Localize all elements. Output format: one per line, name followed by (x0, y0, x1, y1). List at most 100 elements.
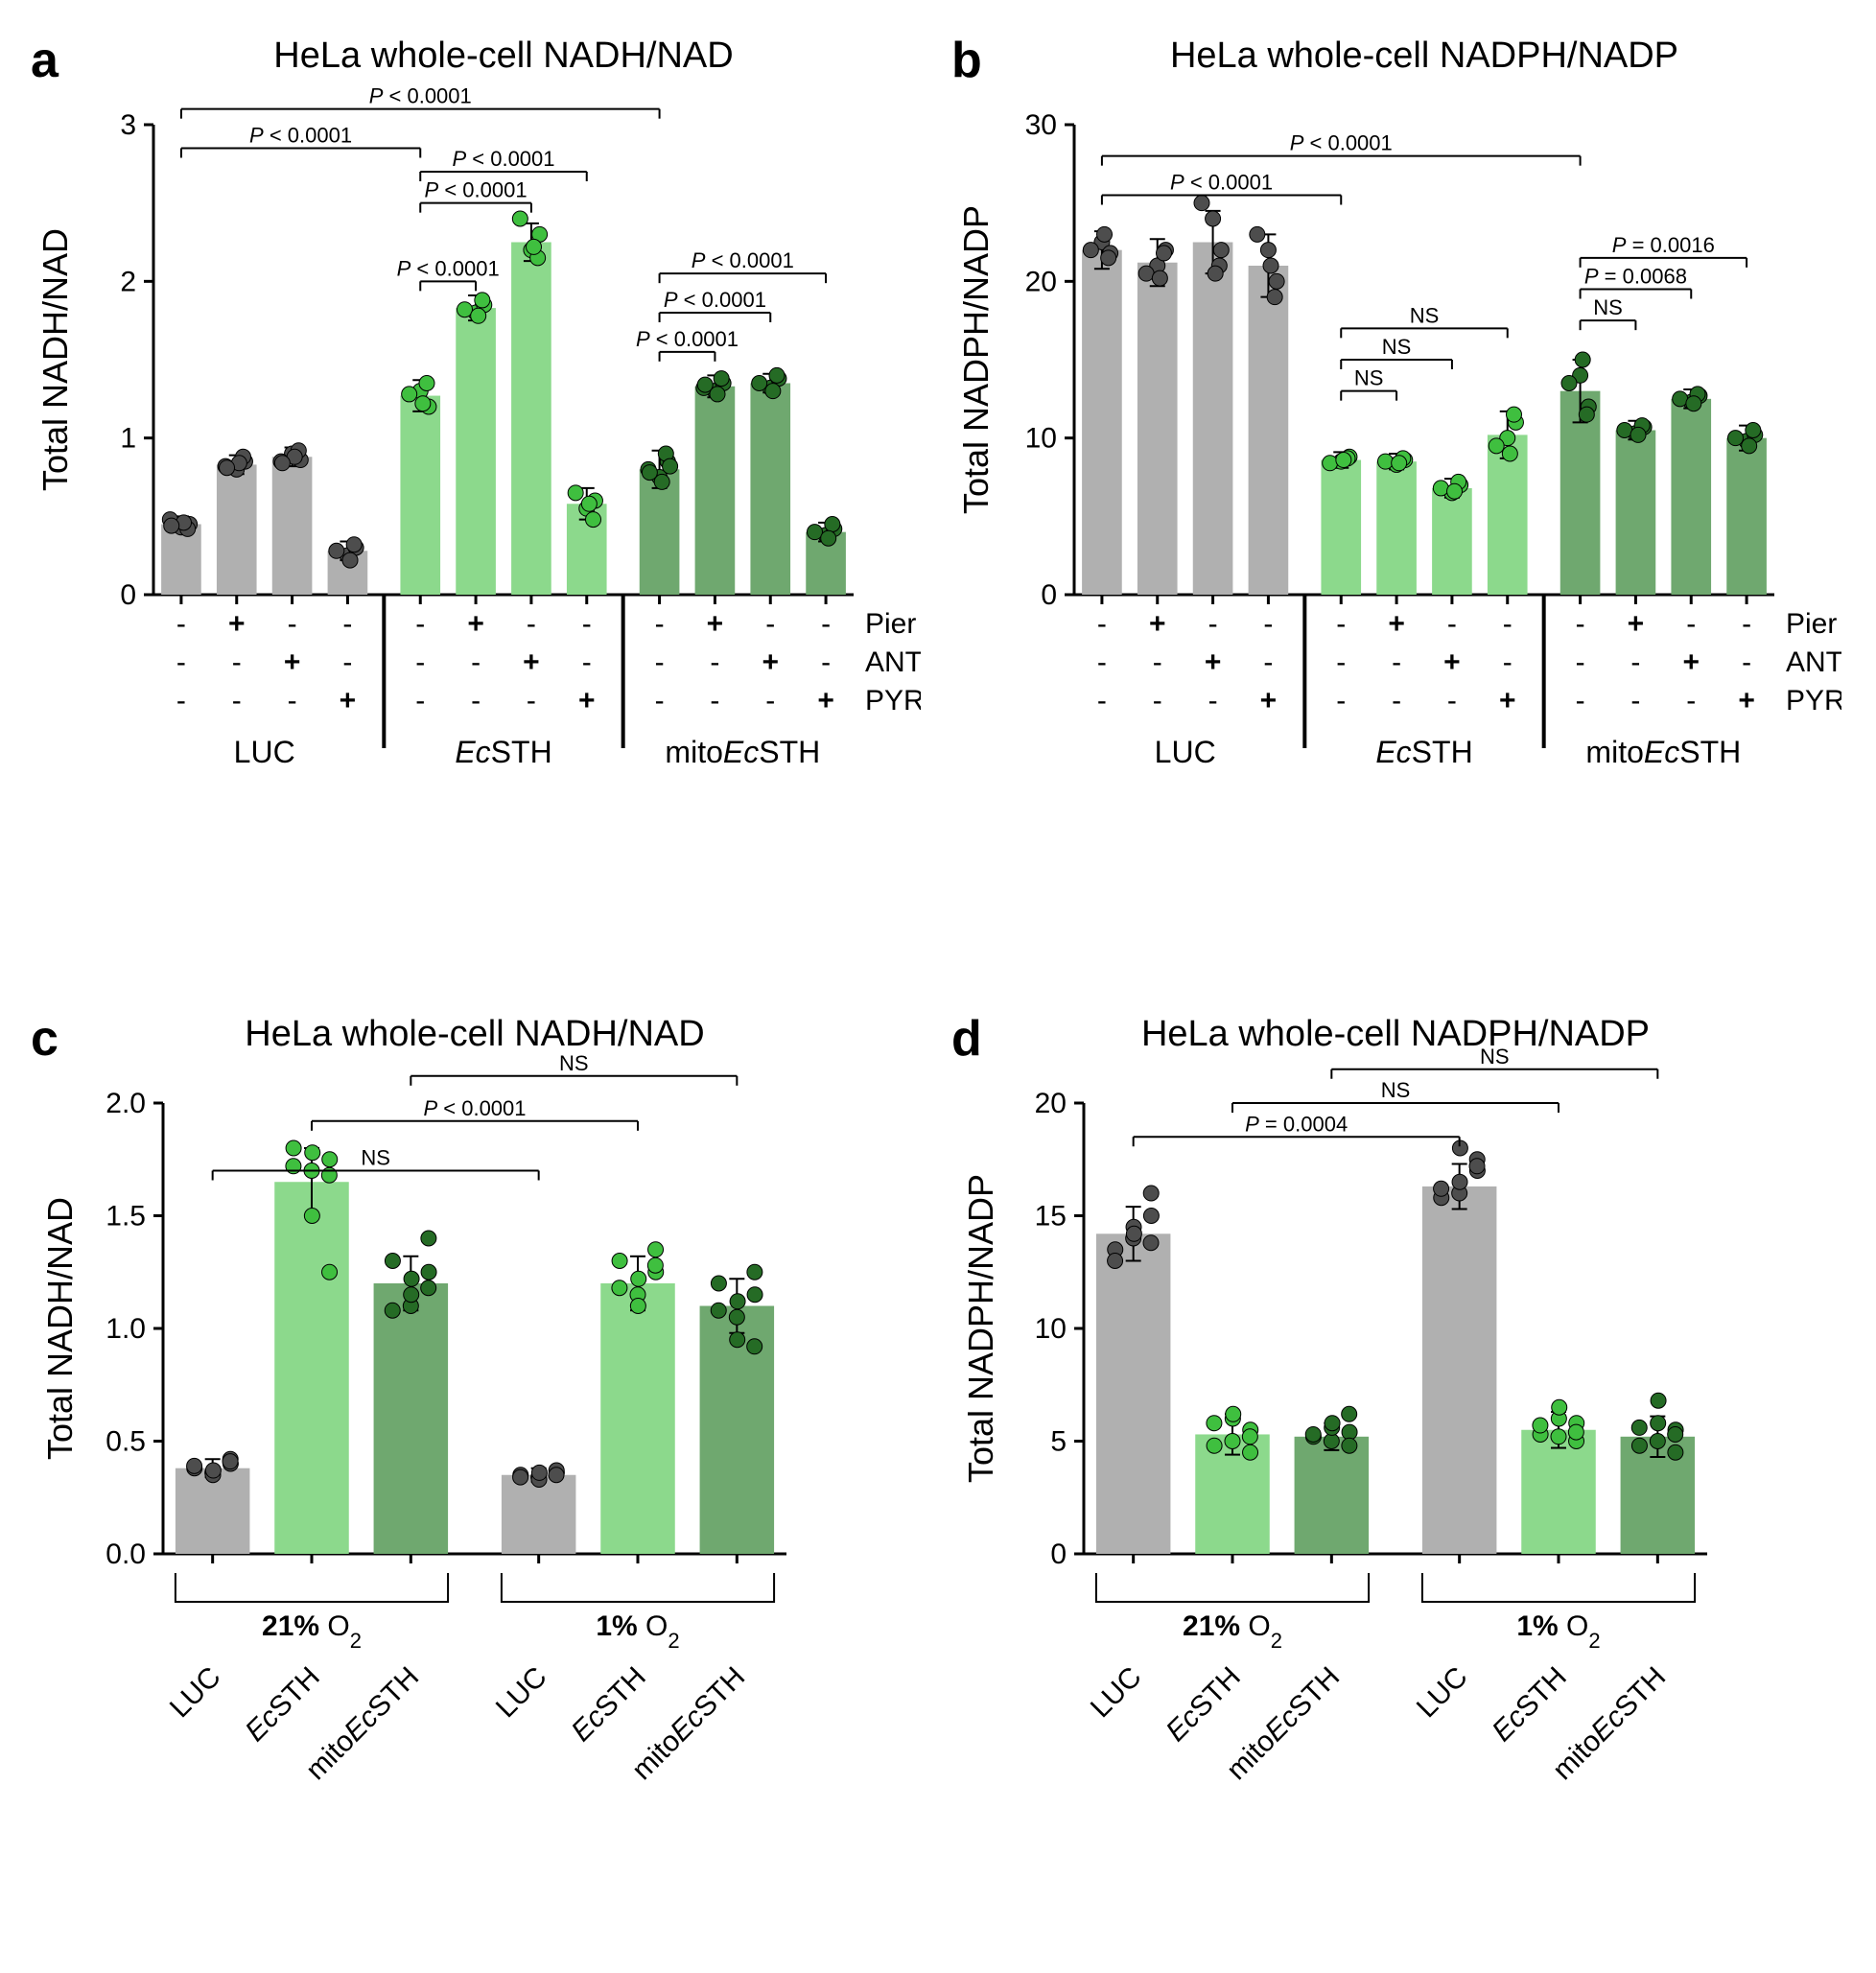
treatment-cell: + (1260, 685, 1278, 716)
ytick-label: 0.0 (106, 1538, 146, 1570)
bar (1432, 488, 1472, 595)
treatment-cell: + (1149, 608, 1166, 640)
bar (1616, 431, 1656, 596)
bar (400, 396, 440, 595)
treatment-cell: - (1208, 608, 1218, 640)
ytick-label: 10 (1035, 1313, 1067, 1345)
ytick-label: 2.0 (106, 1088, 146, 1119)
data-point (1342, 1424, 1357, 1440)
data-point (730, 1294, 745, 1309)
x-label: EcSTH (1486, 1661, 1573, 1749)
treatment-cell: - (1576, 608, 1585, 640)
treatment-cell: + (523, 646, 540, 678)
data-point (1225, 1434, 1240, 1449)
treatment-row-label: Pier (1786, 608, 1837, 640)
treatment-cell: - (232, 685, 242, 716)
data-point (729, 1309, 744, 1325)
data-point (1469, 1159, 1485, 1174)
treatment-row-label: PYR (1786, 685, 1841, 716)
data-point (1447, 483, 1463, 499)
treatment-cell: - (288, 608, 297, 640)
bar (1671, 399, 1711, 595)
sig-label: NS (1480, 1045, 1510, 1069)
sig-label: P < 0.0001 (664, 288, 766, 312)
treatment-cell: - (1097, 608, 1107, 640)
sig-label: P = 0.0004 (1245, 1112, 1348, 1136)
data-point (1392, 456, 1407, 471)
data-point (769, 367, 785, 383)
group-label: LUC (234, 735, 295, 769)
treatment-cell: - (1336, 685, 1346, 716)
x-label: LUC (1411, 1661, 1474, 1725)
condition-label: 21% O2 (1183, 1610, 1282, 1653)
bar (1726, 438, 1767, 595)
data-point (647, 1257, 663, 1273)
data-point (1242, 1429, 1257, 1445)
treatment-cell: + (284, 646, 301, 678)
panel-title: HeLa whole-cell NADH/NAD+ (273, 35, 733, 76)
treatment-row-label: Pier (865, 608, 916, 640)
group-label: LUC (1155, 735, 1216, 769)
data-point (322, 1152, 338, 1167)
data-point (342, 552, 358, 568)
treatment-cell: - (710, 685, 719, 716)
treatment-cell: - (710, 646, 719, 678)
panel-letter: d (951, 1011, 982, 1067)
data-point (1143, 1235, 1159, 1251)
sig-label: P < 0.0001 (369, 84, 472, 108)
treatment-cell: - (821, 646, 831, 678)
treatment-row-label: PYR (865, 685, 921, 716)
data-point (612, 1280, 627, 1296)
sig-label: P < 0.0001 (423, 1096, 526, 1120)
treatment-cell: + (467, 608, 484, 640)
treatment-cell: - (1263, 646, 1273, 678)
data-point (581, 496, 597, 511)
treatment-cell: + (1628, 608, 1645, 640)
data-point (1552, 1399, 1567, 1415)
bar (1321, 460, 1361, 595)
ytick-label: 0 (120, 579, 136, 611)
bar (695, 387, 736, 595)
data-point (1533, 1418, 1548, 1433)
data-point (419, 376, 434, 391)
data-point (1668, 1426, 1683, 1442)
data-point (1650, 1434, 1665, 1449)
treatment-cell: - (765, 608, 775, 640)
group-label: mitoEcSTH (665, 735, 820, 769)
treatment-cell: - (1503, 608, 1513, 640)
data-point (1489, 438, 1504, 454)
treatment-cell: - (1097, 646, 1107, 678)
sig-label: NS (1410, 303, 1440, 327)
treatment-cell: - (527, 685, 536, 716)
bar (1193, 243, 1233, 596)
treatment-cell: + (1443, 646, 1461, 678)
ytick-label: 20 (1035, 1088, 1067, 1119)
sig-label: P < 0.0001 (1170, 171, 1273, 195)
treatment-cell: - (1336, 608, 1346, 640)
x-label: EcSTH (239, 1661, 326, 1749)
data-point (329, 543, 344, 558)
data-point (527, 239, 542, 254)
treatment-cell: - (1263, 608, 1273, 640)
treatment-cell: - (471, 685, 481, 716)
data-point (663, 458, 678, 474)
data-point (711, 1276, 726, 1291)
treatment-cell: - (655, 608, 665, 640)
treatment-cell: - (1097, 685, 1107, 716)
data-point (1305, 1426, 1321, 1442)
data-point (1342, 1438, 1357, 1453)
panel-c: cHeLa whole-cell NADH/NAD+0.00.51.01.52.… (19, 998, 921, 1938)
data-point (421, 1231, 436, 1246)
condition-label: 21% O2 (262, 1610, 362, 1653)
data-point (1138, 266, 1154, 281)
data-point (697, 377, 713, 392)
treatment-cell: + (578, 685, 596, 716)
bar (1295, 1437, 1370, 1554)
bar (1096, 1233, 1171, 1554)
data-point (1267, 290, 1282, 305)
x-label: LUC (164, 1661, 227, 1725)
data-point (1651, 1416, 1666, 1431)
group-label: EcSTH (455, 735, 551, 769)
data-point (1673, 391, 1688, 407)
data-point (631, 1271, 646, 1286)
